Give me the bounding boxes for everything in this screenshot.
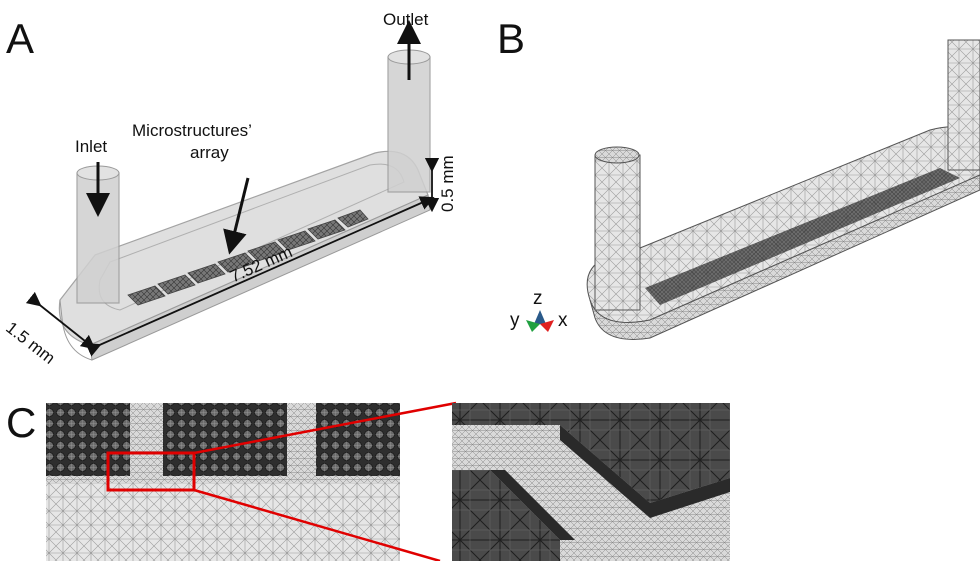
array-label-line1: Microstructures’ bbox=[132, 121, 252, 140]
zoom-region-box bbox=[106, 451, 196, 492]
zoom-connector-bottom bbox=[193, 488, 441, 561]
panel-c-left-mesh bbox=[46, 403, 400, 561]
zoom-connector-top bbox=[193, 401, 457, 455]
pillar-block-3 bbox=[316, 403, 400, 476]
axis-z-label: z bbox=[533, 288, 543, 309]
axis-x-label: x bbox=[558, 310, 568, 331]
pillar-block-1 bbox=[46, 403, 130, 476]
axis-triad bbox=[526, 310, 554, 332]
width-dimension bbox=[25, 291, 96, 350]
panel-label-a: A bbox=[6, 15, 35, 62]
outlet-label: Outlet bbox=[383, 10, 429, 29]
panel-label-c: C bbox=[6, 399, 37, 446]
inlet-label: Inlet bbox=[75, 137, 108, 156]
length-dimension bbox=[85, 196, 435, 357]
panel-a-model bbox=[25, 20, 440, 361]
axis-y-label: y bbox=[510, 310, 520, 331]
panel-b-mesh bbox=[526, 39, 980, 340]
height-label: 0.5 mm bbox=[438, 155, 457, 212]
panel-label-b: B bbox=[497, 15, 526, 62]
array-label-line2: array bbox=[190, 143, 229, 162]
panel-c-zoom-mesh bbox=[452, 403, 730, 561]
